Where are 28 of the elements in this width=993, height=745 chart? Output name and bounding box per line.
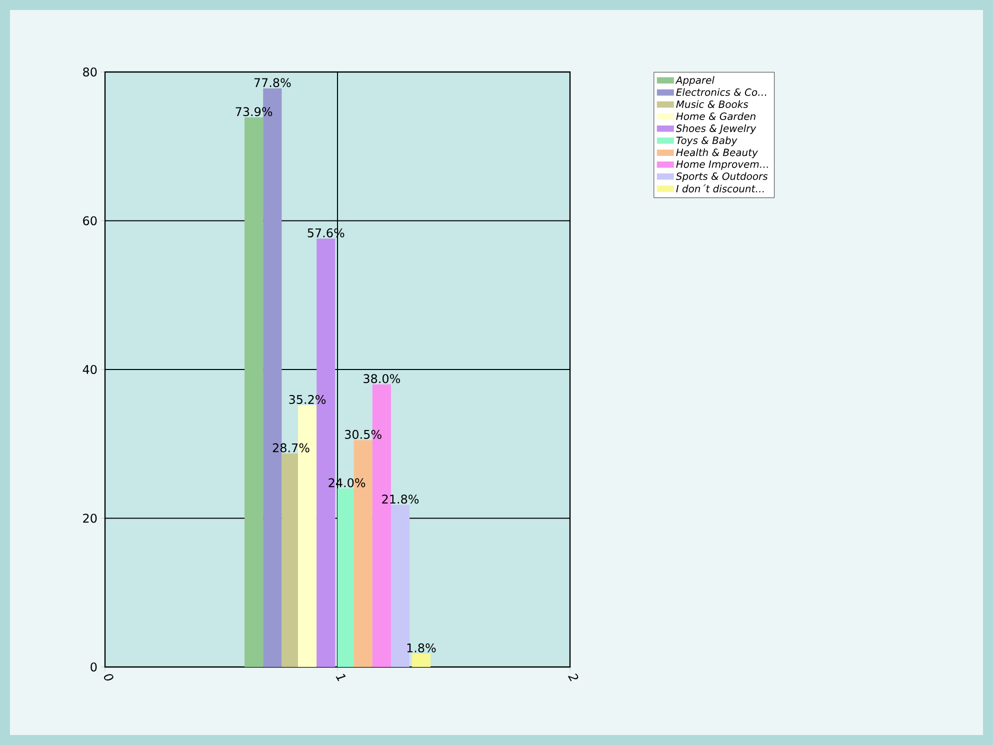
- data-label: 73.9%: [236, 107, 272, 116]
- x-tick-label: 2: [568, 674, 578, 682]
- bar: [412, 654, 431, 667]
- y-tick-label: 40: [82, 364, 97, 374]
- legend-label: Electronics & Co…: [676, 88, 766, 96]
- data-label: 21.8%: [382, 494, 419, 504]
- bar: [244, 117, 264, 667]
- y-tick-label: 60: [83, 216, 97, 226]
- y-tick-label: 0: [90, 662, 97, 672]
- data-label: 35.2%: [289, 394, 326, 404]
- data-label: 38.0%: [364, 374, 400, 384]
- data-label: 1.8%: [407, 643, 436, 652]
- x-tick-label: 0: [104, 674, 114, 681]
- legend-label: Apparel: [675, 76, 714, 86]
- x-tick-label: 1: [336, 674, 346, 682]
- legend-label: I don´t discount…: [676, 184, 764, 192]
- legend-label: Toys & Baby: [676, 136, 738, 146]
- y-tick-label: 80: [83, 67, 97, 77]
- y-tick-label: 20: [83, 514, 97, 523]
- data-label: 30.5%: [345, 430, 382, 439]
- legend-label: Health & Beauty: [676, 148, 758, 158]
- data-label: 28.7%: [272, 443, 310, 452]
- legend-label: Music & Books: [676, 100, 748, 108]
- legend-label: Home & Garden: [676, 112, 756, 120]
- legend-label: Shoes & Jewelry: [676, 124, 756, 134]
- data-label: 77.8%: [254, 78, 291, 88]
- legend-label: Sports & Outdoors: [676, 172, 768, 182]
- legend-label: Home Improvem…: [676, 160, 768, 170]
